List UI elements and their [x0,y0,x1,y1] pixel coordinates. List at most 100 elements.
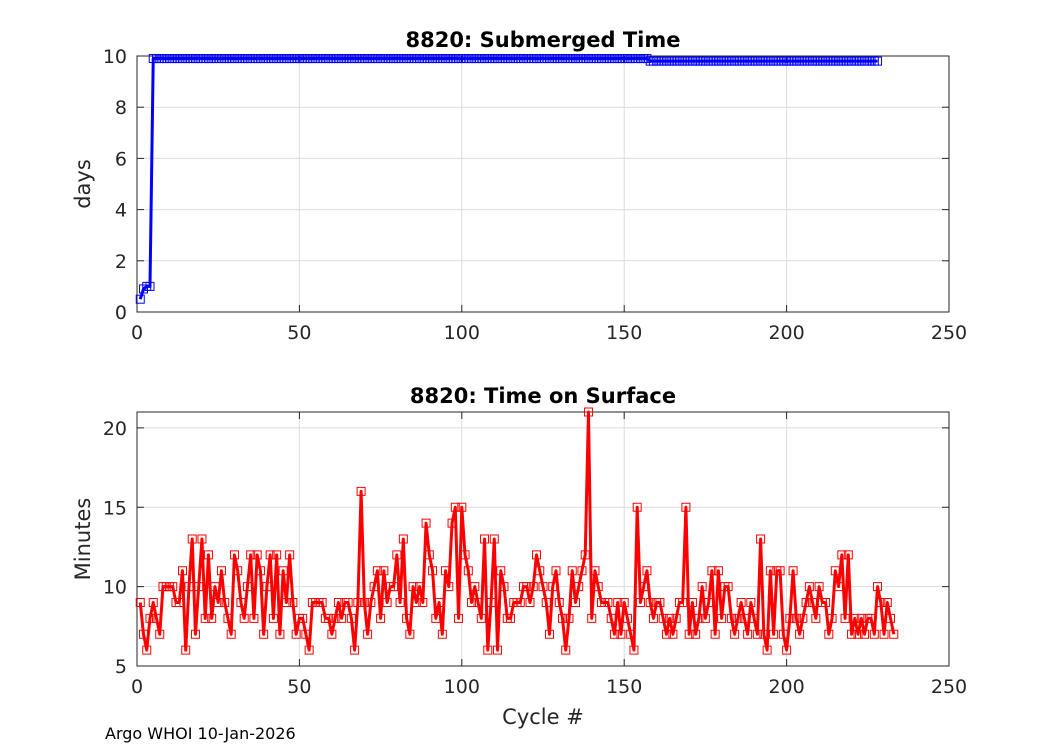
data-point-marker [869,629,879,639]
y-tick-label: 5 [115,656,127,678]
data-point-marker [603,598,613,607]
x-tick-label: 0 [131,676,143,698]
chart-title: 8820: Submerged Time [405,28,680,52]
series-line [138,410,896,652]
data-point-marker [174,598,184,607]
data-point-marker [246,550,256,560]
data-point-marker [642,566,652,576]
data-point-marker [804,582,814,592]
plot-area [137,412,949,666]
data-point-marker [655,598,665,607]
data-point-marker [882,598,892,607]
data-point-marker [333,598,343,607]
data-point-marker [395,598,405,607]
data-point-marker [798,613,808,623]
x-tick-label: 150 [606,322,642,344]
x-tick-label: 200 [768,676,804,698]
data-point-marker [317,598,327,607]
data-point-marker [879,629,889,639]
y-tick-label: 10 [103,46,127,68]
y-tick-label: 0 [115,302,127,324]
data-point-marker [213,598,223,607]
data-point-marker [548,582,558,592]
y-tick-label: 6 [115,148,127,170]
data-point-marker [506,613,516,623]
data-point-marker [860,629,870,639]
data-point-marker [216,566,226,576]
data-point-marker [145,613,155,623]
data-point-marker [713,566,723,576]
data-point-marker [200,613,210,623]
chart-2: 0 50 100 150 200 250 5 10 15 20 8820: Time on Surf… [71,384,967,729]
data-point-marker [730,629,740,639]
data-point-marker [791,613,801,623]
data-point-marker [301,629,311,639]
data-point-marker [622,613,632,623]
data-point-marker [249,613,259,623]
data-point-marker [736,598,746,607]
data-point-marker [613,598,623,607]
data-point-marker [285,550,295,560]
data-point-marker [811,613,821,623]
data-point-marker [886,613,896,623]
data-point-marker [746,598,756,607]
data-point-marker [489,534,499,544]
data-point-marker [834,582,844,592]
data-point-marker [376,613,386,623]
data-point-marker [372,566,382,576]
data-point-marker [207,613,217,623]
data-point-marker [226,629,236,639]
data-point-marker [756,534,766,544]
x-tick-label: 150 [606,676,642,698]
data-point-marker [379,566,389,576]
x-axis-label: Cycle # [502,705,584,729]
data-point-marker [749,613,759,623]
y-axis-label: Minutes [71,498,95,581]
data-point-marker [873,582,883,592]
data-point-marker [567,566,577,576]
data-point-marker [473,598,483,607]
data-point-marker [616,629,626,639]
data-point-marker [642,54,652,64]
data-point-marker [363,629,373,639]
data-point-marker [808,598,818,607]
x-tick-label: 250 [931,322,967,344]
data-point-marker [148,598,158,607]
data-point-marker [769,629,779,639]
data-point-marker [275,629,285,639]
data-point-marker [762,645,772,655]
data-point-marker [138,629,148,639]
data-point-marker [824,629,834,639]
data-point-marker [220,598,230,607]
data-point-marker [866,613,876,623]
data-point-marker [151,613,161,623]
data-point-marker [593,582,603,592]
data-point-marker [856,613,866,623]
data-point-marker [707,566,717,576]
data-point-marker [522,582,532,592]
data-point-marker [476,613,486,623]
data-point-marker [528,582,538,592]
data-point-marker [441,566,451,576]
y-tick-label: 8 [115,97,127,119]
data-point-marker [801,598,811,607]
data-point-marker [359,598,369,607]
data-point-marker [454,613,464,623]
data-point-marker [496,566,506,576]
data-point-marker [587,613,597,623]
data-point-marker [353,598,363,607]
data-point-marker [570,598,580,607]
data-point-marker [847,629,857,639]
data-point-marker [632,502,642,512]
data-point-marker [242,582,252,592]
data-point-marker [229,550,239,560]
data-point-marker [470,582,480,592]
data-point-marker [580,550,590,560]
data-point-marker [752,629,762,639]
data-point-marker [252,550,262,560]
data-point-marker [535,566,545,576]
data-point-marker [265,550,275,560]
data-point-marker [561,645,571,655]
data-point-marker [389,582,399,592]
